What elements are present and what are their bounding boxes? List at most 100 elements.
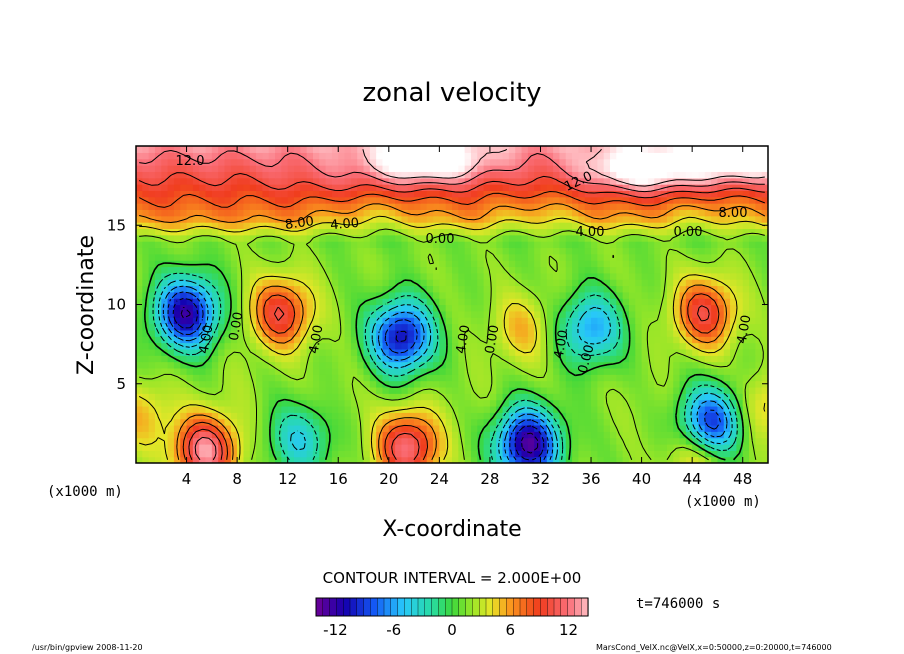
heatmap-cell (565, 190, 573, 198)
heatmap-cell (331, 215, 339, 223)
heatmap-cell (268, 456, 276, 463)
heatmap-cell (470, 361, 478, 369)
heatmap-cell (647, 285, 655, 293)
heatmap-cell (268, 203, 276, 210)
heatmap-cell (401, 253, 409, 261)
heatmap-cell (477, 399, 485, 407)
heatmap-cell (616, 279, 624, 287)
heatmap-cell (635, 190, 643, 198)
heatmap-cell (445, 450, 453, 458)
heatmap-cell (243, 456, 251, 463)
heatmap-cell (243, 431, 251, 439)
heatmap-cell (199, 228, 207, 236)
heatmap-cell (300, 203, 308, 210)
heatmap-cell (515, 196, 523, 204)
heatmap-cell (736, 152, 744, 160)
heatmap-cell (521, 317, 529, 325)
heatmap-cell (597, 355, 605, 363)
heatmap-cell (616, 272, 624, 280)
heatmap-cell (401, 418, 409, 426)
heatmap-cell (357, 367, 365, 375)
heatmap-cell (344, 272, 352, 280)
heatmap-cell (502, 405, 510, 413)
heatmap-cell (180, 374, 188, 382)
heatmap-cell (641, 418, 649, 426)
heatmap-cell (439, 165, 447, 172)
heatmap-cell (369, 266, 377, 274)
heatmap-cell (256, 209, 263, 217)
heatmap-cell (173, 203, 181, 210)
heatmap-cell (306, 367, 314, 375)
heatmap-cell (591, 171, 598, 179)
heatmap-cell (666, 291, 674, 299)
heatmap-cell (262, 367, 270, 375)
heatmap-cell (294, 177, 301, 185)
heatmap-cell (749, 234, 756, 242)
heatmap-cell (515, 260, 523, 268)
heatmap-cell (502, 418, 510, 426)
heatmap-cell (458, 348, 466, 356)
heatmap-cell (723, 424, 731, 432)
heatmap-cell (654, 190, 662, 198)
heatmap-cell (666, 443, 674, 451)
heatmap-cell (736, 317, 744, 325)
heatmap-cell (711, 367, 719, 375)
heatmap-cell (730, 405, 737, 413)
heatmap-cell (167, 152, 175, 160)
heatmap-cell (742, 228, 750, 236)
heatmap-cell (730, 317, 737, 325)
heatmap-cell (167, 412, 175, 420)
heatmap-cell (647, 203, 655, 210)
heatmap-cell (287, 266, 295, 274)
heatmap-cell (515, 310, 523, 318)
heatmap-cell (237, 184, 245, 191)
heatmap-cell (496, 184, 504, 191)
heatmap-cell (262, 418, 270, 426)
heatmap-cell (666, 215, 674, 223)
heatmap-cell (148, 171, 156, 179)
heatmap-cell (749, 158, 756, 166)
heatmap-cell (192, 304, 200, 312)
heatmap-cell (363, 266, 371, 274)
heatmap-cell (679, 196, 687, 204)
heatmap-cell (508, 298, 516, 306)
heatmap-cell (730, 171, 737, 179)
heatmap-cell (426, 329, 434, 337)
heatmap-cell (180, 165, 188, 172)
heatmap-cell (692, 310, 700, 318)
heatmap-cell (679, 222, 687, 230)
heatmap-cell (540, 329, 548, 337)
heatmap-cell (679, 165, 687, 172)
heatmap-cell (477, 215, 485, 223)
heatmap-cell (262, 203, 270, 210)
heatmap-cell (325, 171, 333, 179)
heatmap-cell (331, 355, 339, 363)
heatmap-cell (192, 241, 200, 249)
heatmap-cell (565, 241, 573, 249)
heatmap-cell (749, 184, 756, 191)
heatmap-cell (445, 279, 453, 287)
heatmap-cell (306, 171, 314, 179)
heatmap-cell (527, 361, 535, 369)
heatmap-cell (508, 285, 516, 293)
heatmap-cell (312, 260, 320, 268)
heatmap-cell (382, 374, 390, 382)
heatmap-cell (376, 209, 384, 217)
heatmap-cell (388, 203, 396, 210)
heatmap-cell (685, 177, 693, 185)
heatmap-cell (148, 279, 156, 287)
heatmap-cell (268, 437, 276, 445)
heatmap-cell (553, 279, 561, 287)
heatmap-cell (319, 342, 327, 350)
heatmap-cell (749, 386, 756, 394)
heatmap-cell (755, 298, 763, 306)
heatmap-cell (698, 456, 706, 463)
heatmap-cell (433, 152, 440, 160)
heatmap-cell (622, 222, 630, 230)
heatmap-cell (325, 393, 333, 401)
heatmap-cell (357, 336, 365, 344)
heatmap-cell (439, 298, 447, 306)
heatmap-cell (673, 393, 681, 401)
heatmap-cell (376, 228, 384, 236)
heatmap-cell (148, 260, 156, 268)
